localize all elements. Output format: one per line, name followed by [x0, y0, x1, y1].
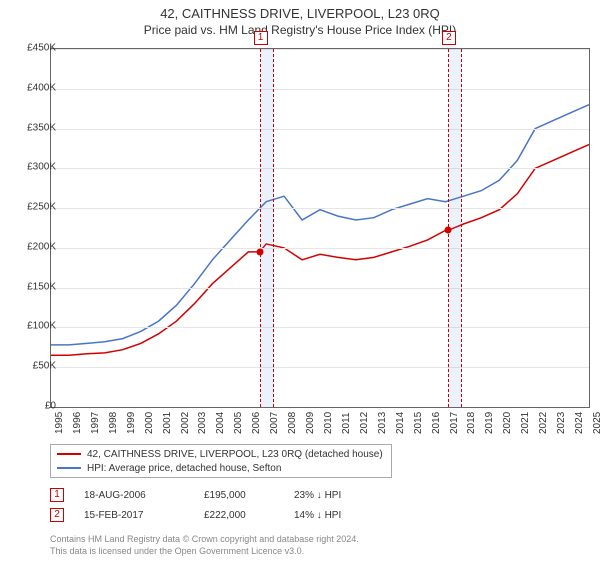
x-axis-label: 1999 — [126, 412, 137, 434]
legend-swatch — [57, 467, 81, 469]
sale-badge: 1 — [50, 488, 64, 502]
y-axis-label: £250K — [16, 202, 56, 213]
legend-text: HPI: Average price, detached house, Seft… — [87, 463, 281, 474]
x-axis-label: 2004 — [215, 412, 226, 434]
sale-price: £195,000 — [204, 490, 294, 501]
y-axis-label: £0 — [16, 401, 56, 412]
sale-diff: 23% ↓ HPI — [294, 490, 394, 501]
x-axis-label: 2005 — [233, 412, 244, 434]
x-axis-label: 2011 — [341, 412, 352, 434]
sale-badge: 2 — [50, 508, 64, 522]
x-axis-label: 2021 — [520, 412, 531, 434]
y-axis-label: £150K — [16, 281, 56, 292]
legend-text: 42, CAITHNESS DRIVE, LIVERPOOL, L23 0RQ … — [87, 449, 383, 460]
x-axis-label: 2009 — [305, 412, 316, 434]
footer-line-1: Contains HM Land Registry data © Crown c… — [50, 534, 359, 544]
sale-dot — [256, 248, 263, 255]
x-axis-label: 2025 — [592, 412, 600, 434]
x-axis-label: 2016 — [431, 412, 442, 434]
sale-band: 1 — [260, 49, 274, 407]
x-axis-label: 2020 — [502, 412, 513, 434]
x-axis-label: 2008 — [287, 412, 298, 434]
footer-line-2: This data is licensed under the Open Gov… — [50, 546, 304, 556]
x-axis-label: 2013 — [377, 412, 388, 434]
gridline — [51, 288, 589, 289]
x-axis-label: 2012 — [359, 412, 370, 434]
x-axis-label: 2018 — [466, 412, 477, 434]
sale-marker-label: 1 — [254, 31, 268, 45]
gridline — [51, 208, 589, 209]
x-axis-label: 1998 — [108, 412, 119, 434]
sale-date: 15-FEB-2017 — [84, 510, 204, 521]
y-axis-label: £450K — [16, 43, 56, 54]
chart-subtitle: Price paid vs. HM Land Registry's House … — [0, 23, 600, 37]
x-axis-label: 2017 — [449, 412, 460, 434]
plot-area: 12 — [50, 48, 590, 408]
x-axis-label: 2023 — [556, 412, 567, 434]
chart-title: 42, CAITHNESS DRIVE, LIVERPOOL, L23 0RQ — [0, 6, 600, 21]
sale-row: 1 18-AUG-2006£195,00023% ↓ HPI — [50, 488, 394, 502]
y-axis-label: £50K — [16, 361, 56, 372]
x-axis-label: 2006 — [251, 412, 262, 434]
x-axis-label: 2024 — [574, 412, 585, 434]
x-axis-label: 2000 — [144, 412, 155, 434]
series-property — [51, 145, 589, 356]
y-axis-label: £300K — [16, 162, 56, 173]
gridline — [51, 129, 589, 130]
gridline — [51, 89, 589, 90]
legend-box: 42, CAITHNESS DRIVE, LIVERPOOL, L23 0RQ … — [50, 444, 392, 478]
gridline — [51, 49, 589, 50]
x-axis-label: 1997 — [90, 412, 101, 434]
chart-lines — [51, 49, 589, 407]
x-axis-label: 1996 — [72, 412, 83, 434]
sale-date: 18-AUG-2006 — [84, 490, 204, 501]
legend-swatch — [57, 453, 81, 455]
sale-price: £222,000 — [204, 510, 294, 521]
x-axis-label: 2019 — [484, 412, 495, 434]
x-axis-label: 2007 — [269, 412, 280, 434]
x-axis-label: 2015 — [413, 412, 424, 434]
gridline — [51, 327, 589, 328]
sale-diff: 14% ↓ HPI — [294, 510, 394, 521]
gridline — [51, 168, 589, 169]
x-axis-label: 2014 — [395, 412, 406, 434]
sale-marker-label: 2 — [442, 31, 456, 45]
sale-row: 2 15-FEB-2017£222,00014% ↓ HPI — [50, 508, 394, 522]
x-axis-label: 2002 — [180, 412, 191, 434]
x-axis-label: 2010 — [323, 412, 334, 434]
gridline — [51, 248, 589, 249]
legend-row: HPI: Average price, detached house, Seft… — [57, 461, 383, 475]
y-axis-label: £400K — [16, 82, 56, 93]
sale-dot — [444, 227, 451, 234]
y-axis-label: £100K — [16, 321, 56, 332]
y-axis-label: £200K — [16, 241, 56, 252]
x-axis-label: 1995 — [54, 412, 65, 434]
legend-row: 42, CAITHNESS DRIVE, LIVERPOOL, L23 0RQ … — [57, 447, 383, 461]
x-axis-label: 2022 — [538, 412, 549, 434]
chart-container: 42, CAITHNESS DRIVE, LIVERPOOL, L23 0RQ … — [0, 6, 600, 566]
x-axis-label: 2003 — [197, 412, 208, 434]
y-axis-label: £350K — [16, 122, 56, 133]
gridline — [51, 367, 589, 368]
series-hpi — [51, 105, 589, 345]
x-axis-label: 2001 — [162, 412, 173, 434]
